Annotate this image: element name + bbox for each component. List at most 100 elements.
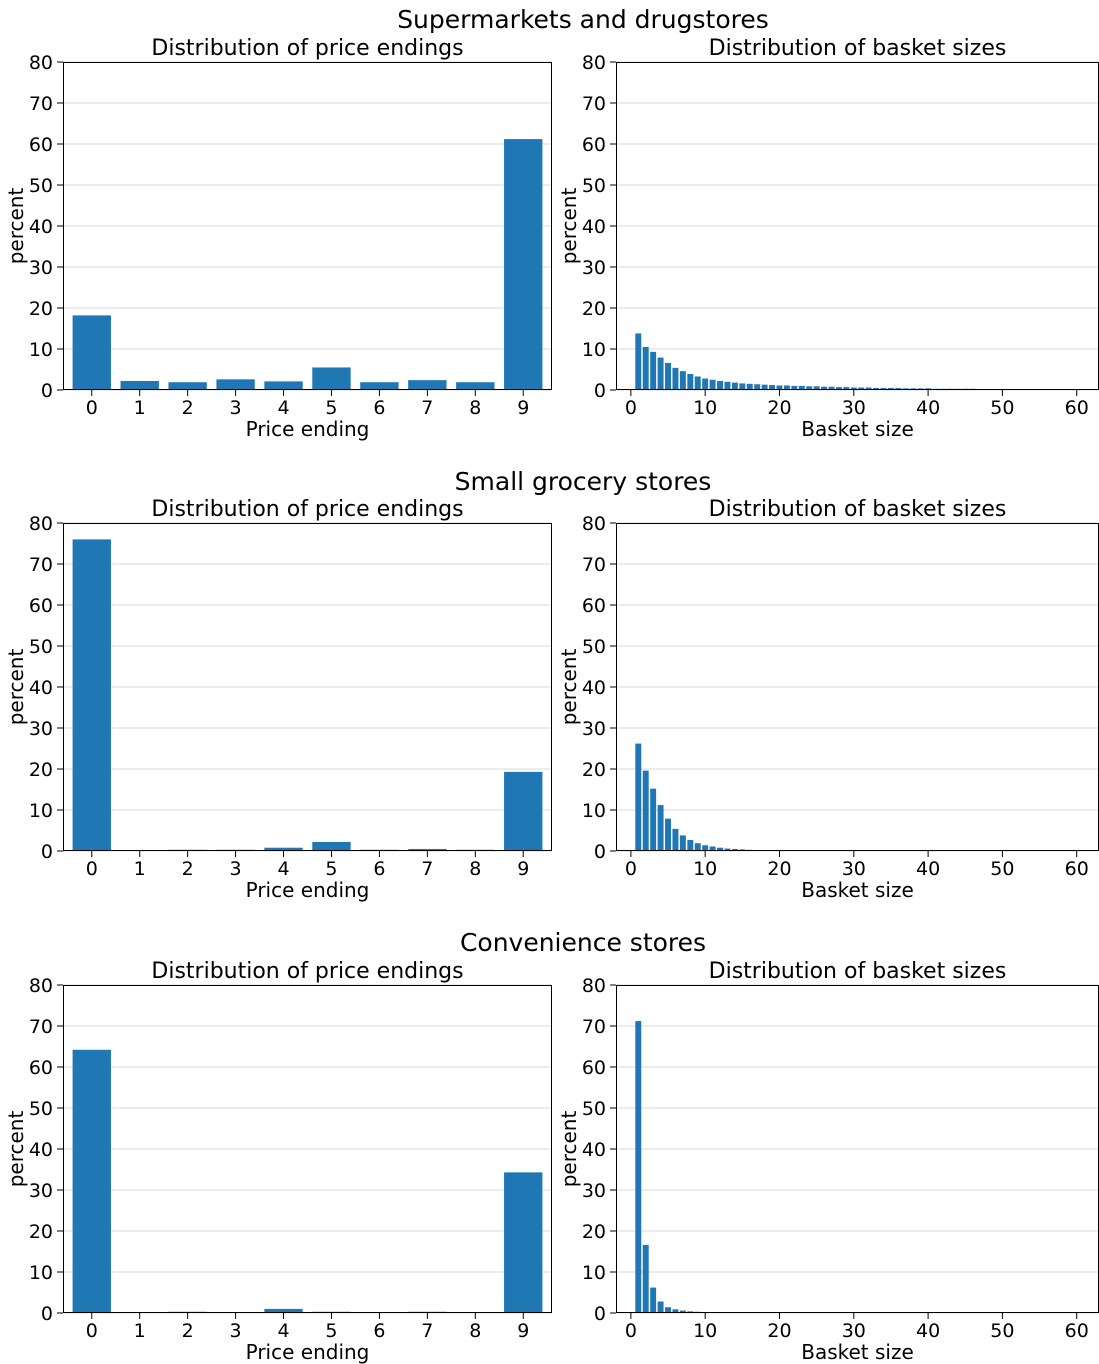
y-axis-label: percent (4, 649, 28, 726)
y-tick-label: 80 (29, 52, 53, 74)
bar (776, 385, 783, 390)
bar (120, 380, 159, 390)
x-tick-label: 0 (625, 397, 637, 419)
bar (724, 848, 731, 851)
x-tick-label: 7 (421, 858, 433, 880)
y-tick-label: 30 (582, 718, 606, 740)
y-tick-label: 50 (29, 175, 53, 197)
y-tick-label: 70 (582, 93, 606, 115)
y-grid (63, 984, 552, 1314)
y-tick-label: 50 (582, 175, 606, 197)
x-tick-label: 8 (469, 397, 481, 419)
y-tick-label: 40 (582, 677, 606, 699)
bar (504, 1172, 543, 1313)
x-tick-label: 7 (421, 1320, 433, 1342)
x-tick-label: 40 (916, 1320, 940, 1342)
y-tick-label: 30 (29, 1180, 53, 1202)
axes-frame (63, 62, 552, 390)
y-tick-label: 60 (29, 134, 53, 156)
price-endings-panel: Distribution of price endings percent Pr… (4, 497, 552, 902)
x-tick-label: 8 (469, 1320, 481, 1342)
bar (835, 387, 842, 390)
y-tick-label: 70 (29, 1016, 53, 1038)
bar (72, 539, 111, 851)
y-tick-label: 60 (582, 595, 606, 617)
bars (635, 743, 768, 851)
y-tick-label: 60 (582, 134, 606, 156)
y-tick-label: 0 (41, 841, 53, 863)
x-tick-label: 60 (1065, 858, 1089, 880)
bar (694, 843, 701, 851)
y-tick-label: 80 (582, 513, 606, 535)
bar (360, 382, 399, 390)
y-tick-label: 20 (29, 759, 53, 781)
x-axis-label: Basket size (801, 417, 914, 441)
bar (821, 386, 828, 390)
x-tick-label: 3 (230, 858, 242, 880)
y-tick-label: 80 (29, 513, 53, 535)
x-tick-label: 0 (625, 1320, 637, 1342)
y-tick-label: 50 (29, 1098, 53, 1120)
bar (312, 841, 351, 851)
bar (635, 743, 642, 851)
y-tick-label: 40 (29, 216, 53, 238)
x-tick-label: 2 (182, 1320, 194, 1342)
y-tick-label: 80 (582, 52, 606, 74)
y-tick-label: 40 (582, 1139, 606, 1161)
bar (895, 387, 902, 390)
bar (731, 848, 738, 851)
y-tick-label: 10 (582, 800, 606, 822)
bar (865, 387, 872, 390)
basket-sizes-panel: Distribution of basket sizes percent Bas… (557, 497, 1099, 902)
group-convenience: Convenience stores Distribution of price… (4, 928, 1099, 1364)
y-tick-label: 50 (582, 636, 606, 658)
bar (679, 371, 686, 390)
x-tick-label: 6 (373, 858, 385, 880)
bar (769, 385, 776, 390)
bar (813, 386, 820, 390)
x-axis-label: Price ending (246, 417, 370, 441)
bars (635, 333, 1080, 390)
x-tick-label: 9 (517, 397, 529, 419)
group-title: Small grocery stores (455, 467, 712, 496)
x-tick-label: 5 (325, 1320, 337, 1342)
y-tick-label: 10 (582, 1262, 606, 1284)
y-tick-label: 40 (29, 1139, 53, 1161)
y-tick-label: 10 (29, 339, 53, 361)
bar (731, 382, 738, 390)
x-tick-label: 10 (693, 397, 717, 419)
bar (739, 383, 746, 390)
x-tick-label: 5 (325, 858, 337, 880)
bar (504, 771, 543, 851)
bar (880, 387, 887, 390)
bar (408, 848, 447, 851)
x-tick-label: 30 (842, 858, 866, 880)
bars (72, 1049, 543, 1313)
bar (168, 382, 207, 390)
axes-frame (63, 523, 552, 851)
bar (672, 367, 679, 390)
x-axis-label: Price ending (246, 1340, 370, 1364)
bar (687, 374, 694, 390)
y-tick-label: 80 (29, 975, 53, 997)
group-small-grocery: Small grocery stores Distribution of pri… (4, 467, 1099, 902)
y-tick-label: 0 (594, 1303, 606, 1325)
x-tick-label: 9 (517, 1320, 529, 1342)
bar (312, 367, 351, 390)
y-grid (63, 61, 552, 391)
y-axis-label: percent (4, 1111, 28, 1188)
bars (72, 139, 543, 390)
panel-title: Distribution of basket sizes (709, 959, 1007, 984)
y-tick-label: 30 (29, 718, 53, 740)
bar (783, 385, 790, 390)
bar (679, 835, 686, 851)
y-tick-label: 30 (582, 1180, 606, 1202)
x-tick-label: 20 (767, 397, 791, 419)
bar (717, 380, 724, 390)
y-tick-label: 20 (582, 1221, 606, 1243)
bar (650, 1287, 657, 1313)
bar (709, 379, 716, 390)
y-tick-label: 20 (582, 759, 606, 781)
y-tick-label: 30 (582, 257, 606, 279)
